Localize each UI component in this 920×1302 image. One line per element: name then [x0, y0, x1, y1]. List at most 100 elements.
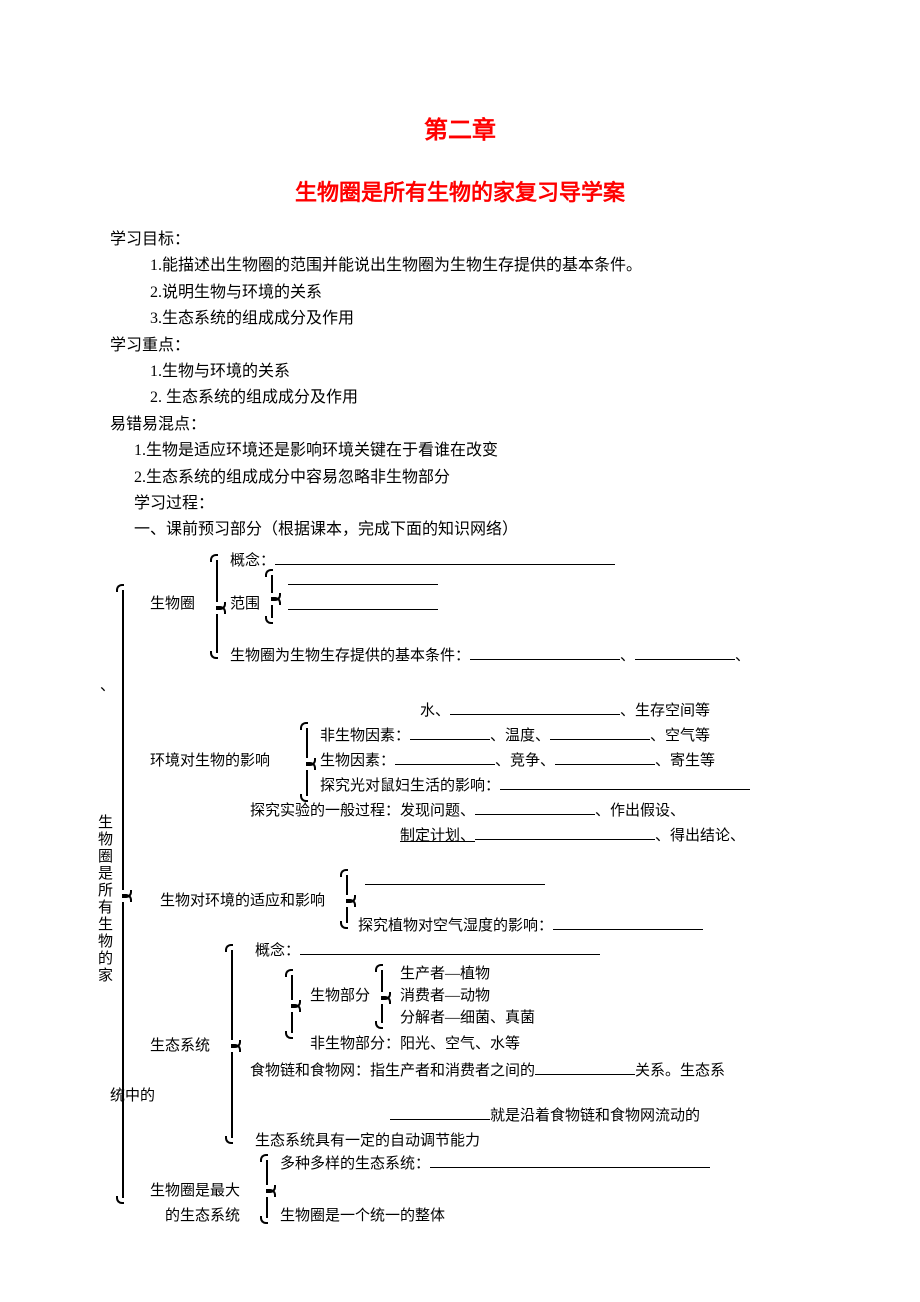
blank — [500, 775, 750, 790]
adapt-blank1 — [365, 869, 545, 893]
food-chain-suffix: 关系。生态系 — [635, 1063, 725, 1079]
goal-item: 3.生态系统的组成成分及作用 — [110, 306, 810, 332]
diagram-vertical-title: 生物圈是所有生物的家 — [92, 814, 116, 984]
range-label: 范围 — [230, 592, 260, 616]
focus-item: 2. 生态系统的组成成分及作用 — [110, 385, 810, 411]
bio-part-label: 生物部分 — [310, 984, 370, 1008]
brace-biosphere — [210, 554, 224, 659]
preview-heading: 一、课前预习部分（根据课本，完成下面的知识网络） — [110, 517, 810, 543]
blank — [275, 550, 615, 565]
brace-ecosystem — [225, 944, 239, 1144]
biggest-label2: 的生态系统 — [165, 1204, 240, 1228]
diverse-line: 多种多样的生态系统： — [280, 1152, 710, 1176]
water-line: 水、 、生存空间等 — [420, 699, 710, 723]
food-chain-prefix: 食物链和食物网：指生产者和消费者之间的 — [250, 1063, 535, 1079]
knowledge-diagram: 生物圈是所有生物的家 生物圈 概念： 范围 — [110, 554, 810, 1234]
blank — [450, 700, 620, 715]
goals-heading: 学习目标： — [110, 227, 810, 253]
consumer: 消费者—动物 — [400, 984, 490, 1008]
biosphere-label: 生物圈 — [150, 592, 195, 616]
water-prefix: 水、 — [420, 703, 450, 719]
brace-parts — [285, 969, 299, 1039]
eco-concept: 概念： — [255, 939, 600, 963]
sep: 、 — [735, 648, 750, 664]
body-content: 学习目标： 1.能描述出生物圈的范围并能说出生物圈为生物生存提供的基本条件。 2… — [110, 227, 810, 544]
blank — [300, 940, 600, 955]
food-chain-cont: 统中的 — [110, 1084, 155, 1108]
inquiry-steps: 探究实验的一般过程：发现问题、 、作出假设、 — [250, 799, 685, 823]
trailing-punct: 、 — [100, 674, 115, 698]
blank — [635, 645, 735, 660]
blank — [550, 725, 650, 740]
decomposer: 分解者—细菌、真菌 — [400, 1006, 535, 1030]
abiotic-suffix: 、空气等 — [650, 728, 710, 744]
env-effect-label: 环境对生物的影响 — [150, 749, 270, 773]
eco-concept-label: 概念： — [255, 943, 300, 959]
brace-env — [300, 722, 314, 802]
focus-item: 1.生物与环境的关系 — [110, 359, 810, 385]
concept-label: 概念： — [230, 553, 275, 569]
goal-item: 2.说明生物与环境的关系 — [110, 280, 810, 306]
page: 第二章 生物圈是所有生物的家复习导学案 学习目标： 1.能描述出生物圈的范围并能… — [0, 0, 920, 1302]
producer: 生产者—植物 — [400, 962, 490, 986]
biotic-line: 生物因素： 、竞争、 、寄生等 — [320, 749, 715, 773]
range-blank1 — [288, 569, 438, 593]
abiotic-line: 非生物因素： 、温度、 、空气等 — [320, 724, 710, 748]
blank — [555, 750, 655, 765]
biotic-mid: 、竞争、 — [495, 753, 555, 769]
blank — [390, 1105, 490, 1120]
blank — [430, 1153, 710, 1168]
confuse-item: 1.生物是适应环境还是影响环境关键在于看谁在改变 — [110, 438, 810, 464]
blank — [535, 1060, 635, 1075]
basic-conditions: 生物圈为生物生存提供的基本条件： 、 、 — [230, 644, 750, 668]
brace-biopart — [375, 964, 389, 1029]
food-chain: 食物链和食物网：指生产者和消费者之间的 关系。生态系 — [250, 1059, 725, 1083]
brace-adapt — [340, 869, 354, 929]
blank — [410, 725, 490, 740]
confuse-heading: 易错易混点： — [110, 412, 810, 438]
brace-range — [265, 569, 279, 624]
brace-main — [116, 584, 130, 1204]
blank — [288, 595, 438, 610]
brace-biggest — [260, 1154, 274, 1224]
blank — [553, 915, 703, 930]
humidity-label: 探究植物对空气湿度的影响： — [358, 918, 553, 934]
chapter-subtitle: 生物圈是所有生物的家复习导学案 — [110, 175, 810, 207]
inquiry-light-label: 探究光对鼠妇生活的影响： — [320, 778, 500, 794]
diverse-label: 多种多样的生态系统： — [280, 1156, 430, 1172]
inquiry-light: 探究光对鼠妇生活的影响： — [320, 774, 750, 798]
abiotic-part: 非生物部分：阳光、空气、水等 — [310, 1032, 520, 1056]
blank — [395, 750, 495, 765]
goal-item: 1.能描述出生物圈的范围并能说出生物圈为生物生存提供的基本条件。 — [110, 253, 810, 279]
flow-suffix: 就是沿着食物链和食物网流动的 — [490, 1108, 700, 1124]
flow-line: 就是沿着食物链和食物网流动的 — [390, 1104, 700, 1128]
biotic-suffix: 、寄生等 — [655, 753, 715, 769]
biggest-label1: 生物圈是最大 — [150, 1179, 240, 1203]
inquiry-plan: 制定计划、 、得出结论、 — [400, 824, 745, 848]
blank — [365, 870, 545, 885]
ecosystem-label: 生态系统 — [150, 1034, 210, 1058]
blank — [288, 570, 438, 585]
sep: 、 — [620, 648, 635, 664]
blank — [475, 800, 595, 815]
space-suffix: 、生存空间等 — [620, 703, 710, 719]
steps-plan: 制定计划、 — [400, 828, 475, 844]
abiotic-mid: 、温度、 — [490, 728, 550, 744]
abiotic-prefix: 非生物因素： — [320, 728, 410, 744]
blank — [475, 825, 655, 840]
confuse-item: 2.生态系统的组成成分中容易忽略非生物部分 — [110, 465, 810, 491]
learning-process: 学习过程： — [110, 491, 810, 517]
basic-conditions-prefix: 生物圈为生物生存提供的基本条件： — [230, 648, 470, 664]
steps-suffix: 、得出结论、 — [655, 828, 745, 844]
auto-regulate: 生态系统具有一定的自动调节能力 — [255, 1129, 480, 1153]
range-blank2 — [288, 594, 438, 618]
humidity-line: 探究植物对空气湿度的影响： — [358, 914, 703, 938]
adapt-label: 生物对环境的适应和影响 — [160, 889, 325, 913]
chapter-title: 第二章 — [110, 110, 810, 145]
focus-heading: 学习重点： — [110, 333, 810, 359]
whole: 生物圈是一个统一的整体 — [280, 1204, 445, 1228]
steps-mid: 、作出假设、 — [595, 803, 685, 819]
biotic-prefix: 生物因素： — [320, 753, 395, 769]
steps-prefix: 探究实验的一般过程：发现问题、 — [250, 803, 475, 819]
blank — [470, 645, 620, 660]
